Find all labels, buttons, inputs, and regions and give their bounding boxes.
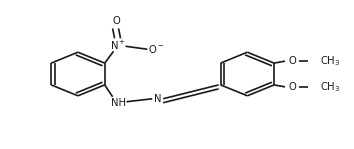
Text: CH$_3$: CH$_3$ [320, 80, 340, 94]
Text: N$^+$: N$^+$ [110, 39, 127, 52]
Text: NH: NH [111, 98, 126, 108]
Text: O$^-$: O$^-$ [148, 43, 164, 55]
Text: CH$_3$: CH$_3$ [320, 54, 340, 68]
Text: O: O [113, 17, 120, 27]
Text: O: O [288, 82, 296, 92]
Text: O: O [288, 56, 296, 66]
Text: N: N [154, 94, 162, 104]
